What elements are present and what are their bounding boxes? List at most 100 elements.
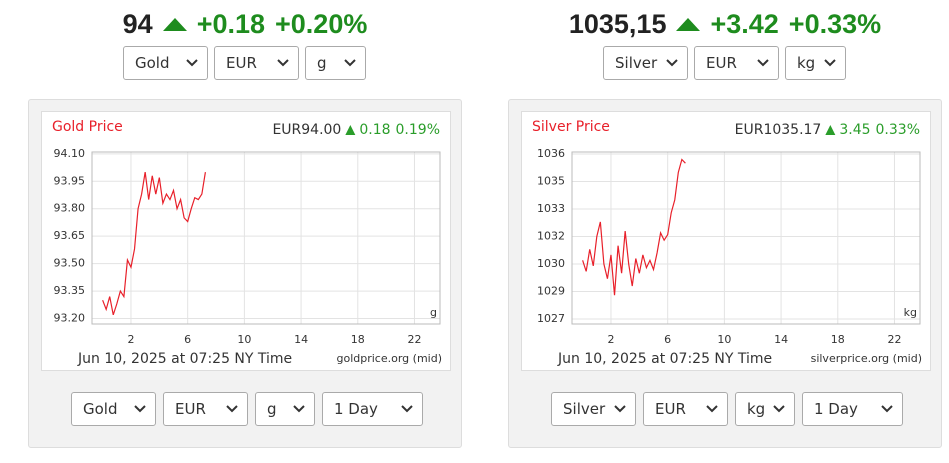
caret: [226, 405, 238, 413]
date-label: Jun 10, 2025 at 07:25 NY Time: [557, 351, 772, 367]
caret: [293, 405, 305, 413]
chart-panel: Gold EUR g 1 Day 93.20 93.35 93.50 93.65 93.80 93…: [28, 99, 462, 448]
up-arrow: [162, 18, 187, 31]
up-arrow-icon: [676, 18, 701, 31]
caret: [757, 59, 769, 67]
y-tick-label: 93.80: [54, 202, 86, 215]
caret: [773, 405, 785, 413]
y-tick-label: 1036: [537, 147, 565, 160]
caret-icon: [666, 59, 678, 67]
x-tick-label: 10: [717, 333, 731, 346]
dropdown-value: EUR: [706, 54, 737, 72]
quote-change: 3.45: [839, 122, 870, 138]
y-tick-label: 93.65: [54, 229, 86, 242]
x-tick-label: 18: [831, 333, 845, 346]
y-tick-label: 93.95: [54, 174, 86, 187]
dropdown[interactable]: g: [305, 46, 366, 80]
caret: [344, 59, 356, 67]
x-tick-label: 2: [127, 333, 134, 346]
y-tick-label: 1032: [537, 230, 565, 243]
caret-icon: [757, 59, 769, 67]
dropdown[interactable]: EUR: [163, 392, 248, 426]
quote-change-pct: 0.33%: [876, 122, 920, 138]
dropdown[interactable]: Gold: [71, 392, 156, 426]
price-line: [102, 172, 206, 316]
unit-label: g: [430, 306, 437, 319]
dropdown[interactable]: Silver: [603, 46, 688, 80]
widget: 94 +0.18 +0.20% Gold EUR g Gold EUR g 1 Day 93.20 9…: [28, 0, 462, 463]
y-tick-label: 93.20: [54, 312, 86, 325]
date-label: Jun 10, 2025 at 07:25 NY Time: [77, 351, 292, 367]
y-tick-label: 1029: [537, 285, 565, 298]
price-change: +3.42: [710, 8, 779, 39]
y-tick-label: 1027: [537, 312, 565, 325]
caret: [277, 59, 289, 67]
quote-arrow: [345, 125, 356, 135]
plot-border: [91, 151, 441, 325]
dropdown-value: Gold: [135, 54, 170, 72]
caret-icon: [614, 405, 626, 413]
caret-icon: [824, 59, 836, 67]
dropdown-value: Silver: [563, 400, 606, 418]
price-line: [582, 158, 686, 296]
up-arrow: [676, 18, 701, 31]
caret-icon: [186, 59, 198, 67]
dropdown-value: EUR: [655, 400, 686, 418]
price: 1035,15: [568, 8, 667, 39]
x-tick-label: 22: [407, 333, 421, 346]
caret: [614, 405, 626, 413]
price-change-pct: +0.20%: [275, 8, 368, 39]
quote-price: EUR1035.17: [735, 122, 822, 138]
caret-icon: [226, 405, 238, 413]
up-arrow-icon: [162, 18, 187, 31]
x-tick-label: 14: [294, 333, 308, 346]
dropdown[interactable]: Gold: [123, 46, 208, 80]
x-tick-label: 6: [184, 333, 191, 346]
dropdown[interactable]: EUR: [643, 392, 728, 426]
caret: [666, 59, 678, 67]
dropdown[interactable]: EUR: [214, 46, 299, 80]
caret: [186, 59, 198, 67]
chart-title: Silver Price: [532, 119, 610, 135]
y-tick-label: 93.35: [54, 284, 86, 297]
quote-change-pct: 0.19%: [396, 122, 440, 138]
dropdown[interactable]: EUR: [694, 46, 779, 80]
caret-icon: [277, 59, 289, 67]
quote-arrow: [825, 125, 836, 135]
caret-icon: [706, 405, 718, 413]
quote-price: EUR94.00: [272, 122, 341, 138]
dropdown-value: g: [317, 54, 327, 72]
caret: [881, 405, 893, 413]
price-header: 94 +0.18 +0.20%: [28, 6, 462, 42]
caret-icon: [134, 405, 146, 413]
caret: [134, 405, 146, 413]
dropdown-value: Gold: [83, 400, 118, 418]
dropdown-value: 1 Day: [814, 400, 858, 418]
dropdown-value: g: [267, 400, 277, 418]
quote-change: 0.18: [359, 122, 390, 138]
dropdown[interactable]: 1 Day: [322, 392, 423, 426]
y-tick-label: 93.50: [54, 257, 86, 270]
x-tick-label: 14: [774, 333, 788, 346]
caret: [706, 405, 718, 413]
dropdown[interactable]: kg: [735, 392, 795, 426]
caret-icon: [401, 405, 413, 413]
dropdown-value: EUR: [226, 54, 257, 72]
dropdown[interactable]: Silver: [551, 392, 636, 426]
dropdown-value: Silver: [615, 54, 658, 72]
y-tick-label: 94.10: [54, 147, 86, 160]
caret-icon: [293, 405, 305, 413]
dropdown[interactable]: kg: [785, 46, 846, 80]
price: 94: [122, 8, 153, 39]
chart: 93.20 93.35 93.50 93.65 93.80 93.95 94.10 2 6 10 1…: [41, 111, 451, 371]
dropdown[interactable]: g: [255, 392, 315, 426]
plot-border: [571, 151, 921, 325]
y-tick-label: 1030: [537, 257, 565, 270]
dropdown[interactable]: 1 Day: [802, 392, 903, 426]
x-tick-label: 2: [607, 333, 614, 346]
price-change: +0.18: [196, 8, 266, 39]
x-tick-label: 18: [351, 333, 365, 346]
source-label: silverprice.org (mid): [811, 352, 922, 365]
widget: 1035,15 +3.42 +0.33% Silver EUR kg Silver EUR kg…: [508, 0, 942, 463]
